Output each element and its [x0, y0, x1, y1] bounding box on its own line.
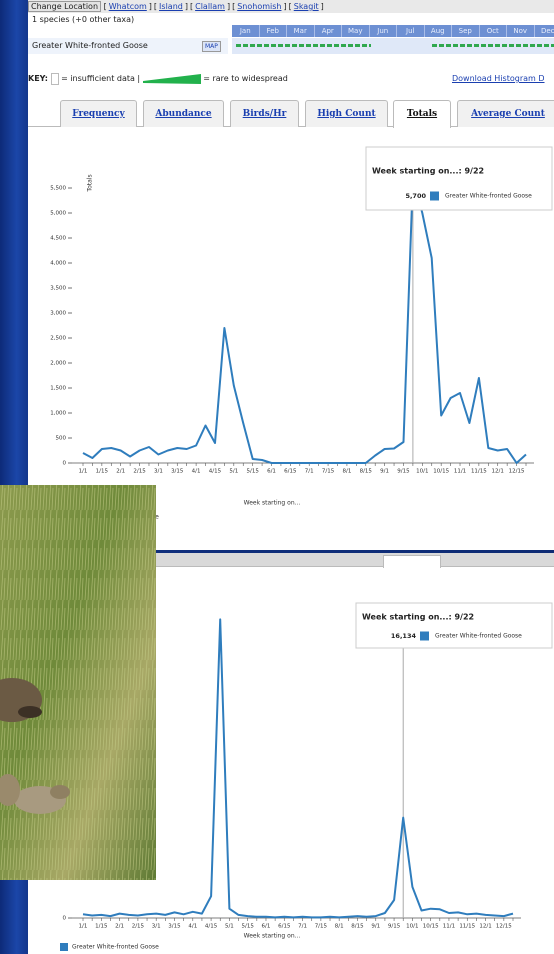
x-tick-label: 11/15 [459, 924, 475, 930]
y-axis-label: Totals [87, 174, 94, 192]
x-tick-label: 5/1 [225, 924, 234, 930]
y-tick-label: 4,000 [50, 261, 66, 267]
x-tick-label: 1/15 [96, 469, 109, 475]
x-tick-label: 3/15 [168, 924, 181, 930]
y-tick-label: 1,000 [50, 411, 66, 417]
x-tick-label: 7/1 [305, 469, 314, 475]
y-tick-label: 0 [63, 916, 67, 922]
x-tick-label: 2/1 [115, 924, 124, 930]
x-tick-label: 4/15 [209, 469, 222, 475]
tooltip-title: Week starting on...: 9/22 [372, 167, 484, 176]
x-tick-label: 2/15 [132, 924, 145, 930]
x-tick-label: 4/1 [192, 469, 201, 475]
tooltip-swatch [430, 192, 439, 201]
x-tick-label: 6/15 [278, 924, 291, 930]
legend-swatch [60, 943, 68, 951]
x-tick-label: 1/15 [95, 924, 108, 930]
photo-gosling-head [50, 785, 70, 799]
x-tick-label: 4/1 [188, 924, 197, 930]
x-tick-label: 10/15 [433, 469, 449, 475]
tooltip-value: 16,134 [391, 632, 417, 640]
x-tick-label: 2/15 [133, 469, 146, 475]
x-tick-label: 7/1 [298, 924, 307, 930]
x-tick-label: 8/15 [351, 924, 364, 930]
legend-label: Greater White-fronted Goose [72, 944, 159, 951]
x-tick-label: 5/1 [229, 469, 238, 475]
y-tick-label: 2,000 [50, 361, 66, 367]
x-axis-label: Week starting on... [244, 933, 301, 940]
x-tick-label: 12/15 [509, 469, 525, 475]
tooltip [356, 603, 552, 648]
x-tick-label: 1/1 [79, 924, 88, 930]
x-tick-label: 12/1 [492, 469, 504, 475]
x-axis-label: Week starting on... [244, 500, 301, 507]
y-tick-label: 5,000 [50, 211, 66, 217]
tooltip-title: Week starting on...: 9/22 [362, 613, 474, 622]
x-tick-label: 9/1 [380, 469, 389, 475]
series-line [83, 178, 526, 463]
y-tick-label: 5,500 [50, 186, 66, 192]
tooltip-series: Greater White-fronted Goose [435, 633, 522, 640]
photo-goose-wing [18, 706, 42, 718]
x-tick-label: 10/1 [416, 469, 428, 475]
tooltip [366, 147, 552, 210]
x-tick-label: 7/15 [315, 924, 328, 930]
x-tick-label: 9/1 [371, 924, 380, 930]
x-tick-label: 11/1 [454, 469, 466, 475]
y-tick-label: 2,500 [50, 336, 66, 342]
page: {"header": {"change_location": "Change L… [0, 0, 554, 954]
x-tick-label: 6/1 [267, 469, 276, 475]
tooltip-swatch [420, 632, 429, 641]
x-tick-label: 10/1 [406, 924, 418, 930]
x-tick-label: 3/1 [152, 924, 161, 930]
y-tick-label: 0 [63, 461, 67, 467]
y-tick-label: 1,500 [50, 386, 66, 392]
goose-photo [0, 485, 156, 880]
x-tick-label: 12/15 [496, 924, 512, 930]
tooltip-series: Greater White-fronted Goose [445, 193, 532, 200]
x-tick-label: 5/15 [242, 924, 255, 930]
x-tick-label: 7/15 [322, 469, 335, 475]
x-tick-label: 9/15 [388, 924, 401, 930]
x-tick-label: 3/15 [171, 469, 184, 475]
x-tick-label: 2/1 [116, 469, 125, 475]
x-tick-label: 8/1 [342, 469, 351, 475]
x-tick-label: 11/1 [443, 924, 455, 930]
x-tick-label: 3/1 [154, 469, 163, 475]
x-tick-label: 9/15 [397, 469, 410, 475]
x-tick-label: 6/15 [284, 469, 297, 475]
x-tick-label: 11/15 [471, 469, 487, 475]
x-tick-label: 4/15 [205, 924, 218, 930]
x-tick-label: 1/1 [79, 469, 88, 475]
y-tick-label: 3,500 [50, 286, 66, 292]
x-tick-label: 8/1 [335, 924, 344, 930]
y-tick-label: 500 [56, 436, 67, 442]
x-tick-label: 8/15 [360, 469, 373, 475]
x-tick-label: 10/15 [423, 924, 439, 930]
x-tick-label: 5/15 [246, 469, 259, 475]
y-tick-label: 4,500 [50, 236, 66, 242]
y-tick-label: 3,000 [50, 311, 66, 317]
x-tick-label: 12/1 [479, 924, 491, 930]
x-tick-label: 6/1 [262, 924, 271, 930]
charts: 0 500 1,000 1,500 2,000 2,500 3,000 3,500 4,000 4… [0, 0, 554, 954]
tooltip-value: 5,700 [405, 192, 426, 200]
